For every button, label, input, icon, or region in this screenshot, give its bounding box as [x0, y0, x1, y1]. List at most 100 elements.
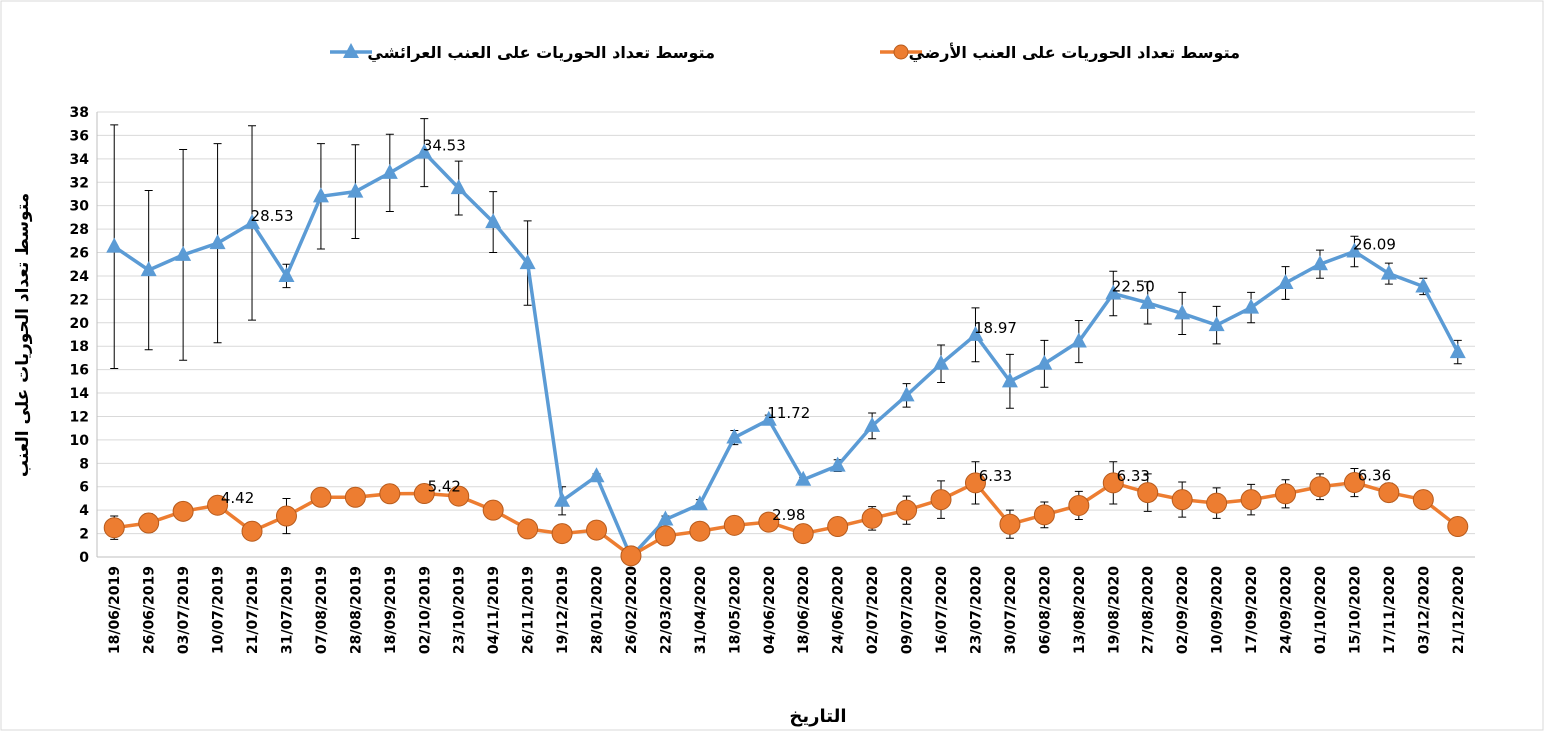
y-tick-label: 18	[70, 339, 89, 355]
legend-marker	[893, 44, 909, 60]
marker	[586, 519, 608, 541]
marker	[1240, 489, 1262, 511]
legend-label: متوسط تعداد الحوريات على العنب الأرضي	[909, 43, 1240, 63]
x-tick-label: 26/02/2020	[624, 566, 640, 654]
x-tick-label: 23/07/2020	[968, 566, 984, 654]
marker	[312, 187, 329, 203]
marker	[275, 505, 297, 527]
marker	[999, 513, 1021, 535]
x-tick-label: 18/09/2019	[383, 566, 399, 654]
y-tick-label: 14	[70, 386, 90, 402]
marker	[1380, 264, 1397, 280]
data-label: 34.53	[423, 137, 466, 155]
x-tick-label: 17/09/2020	[1244, 566, 1260, 654]
x-tick-label: 16/07/2020	[934, 566, 950, 654]
marker	[964, 472, 986, 494]
marker	[967, 325, 984, 341]
x-tick-label: 02/07/2020	[865, 566, 881, 654]
marker	[416, 143, 433, 159]
marker	[244, 213, 261, 229]
marker	[930, 489, 952, 511]
marker	[172, 500, 194, 522]
marker	[450, 179, 467, 195]
marker	[1275, 483, 1297, 505]
x-tick-label: 21/12/2020	[1451, 566, 1467, 654]
legend-label: متوسط تعداد الحوريات على العنب العرائشي	[367, 43, 715, 63]
marker	[1243, 298, 1260, 314]
marker	[448, 485, 470, 507]
data-label: 11.72	[767, 404, 810, 422]
data-label: 22.50	[1112, 278, 1155, 296]
y-tick-label: 10	[70, 433, 90, 449]
marker	[933, 354, 950, 370]
x-tick-label: 19/08/2020	[1106, 566, 1122, 654]
marker	[1311, 255, 1328, 271]
marker	[1208, 316, 1225, 332]
y-tick-label: 8	[79, 456, 89, 472]
y-tick-label: 0	[79, 550, 89, 566]
marker	[519, 254, 536, 270]
marker	[207, 494, 229, 516]
y-tick-label: 2	[79, 527, 89, 543]
x-tick-label: 07/08/2019	[314, 566, 330, 654]
marker	[898, 386, 915, 402]
marker	[1068, 494, 1090, 516]
data-label: 6.36	[1358, 467, 1391, 485]
y-tick-label: 28	[70, 222, 89, 238]
x-axis-title: التاريخ	[789, 706, 846, 727]
y-tick-label: 24	[70, 269, 90, 285]
marker	[864, 416, 881, 432]
marker	[1277, 273, 1294, 289]
x-tick-label: 24/06/2020	[831, 566, 847, 654]
marker	[691, 495, 708, 511]
marker	[140, 261, 157, 277]
marker	[1447, 516, 1469, 538]
marker	[1139, 293, 1156, 309]
x-tick-label: 21/07/2019	[245, 566, 261, 654]
marker	[1415, 277, 1432, 293]
marker	[1102, 472, 1124, 494]
marker	[1174, 304, 1191, 320]
marker	[175, 245, 192, 261]
marker	[344, 486, 366, 508]
y-tick-label: 34	[70, 152, 90, 168]
legend-item: متوسط تعداد الحوريات على العنب العرائشي	[330, 43, 715, 63]
x-tick-label: 26/06/2019	[142, 566, 158, 654]
marker	[1412, 489, 1434, 511]
data-label: 28.53	[251, 207, 294, 225]
marker	[896, 499, 918, 521]
x-tick-label: 18/05/2020	[727, 566, 743, 654]
x-tick-label: 13/08/2020	[1072, 566, 1088, 654]
marker	[723, 514, 745, 536]
marker	[103, 517, 125, 539]
marker	[827, 516, 849, 538]
marker	[310, 486, 332, 508]
marker	[482, 499, 504, 521]
marker	[1171, 489, 1193, 511]
marker	[689, 520, 711, 542]
marker	[1137, 482, 1159, 504]
x-tick-label: 02/09/2020	[1175, 566, 1191, 654]
y-tick-label: 12	[70, 409, 89, 425]
x-tick-label: 17/11/2020	[1382, 566, 1398, 654]
data-label: 5.42	[428, 478, 461, 496]
x-tick-label: 24/09/2020	[1279, 566, 1295, 654]
data-label: 4.42	[221, 489, 254, 507]
x-tick-label: 27/08/2020	[1141, 566, 1157, 654]
marker	[758, 511, 780, 533]
x-tick-label: 01/10/2020	[1313, 566, 1329, 654]
legend-item: متوسط تعداد الحوريات على العنب الأرضي	[880, 43, 1240, 63]
marker	[588, 467, 605, 483]
x-tick-label: 22/03/2020	[658, 566, 674, 654]
x-tick-label: 04/06/2020	[762, 566, 778, 654]
x-tick-label: 10/07/2019	[211, 566, 227, 654]
marker	[241, 520, 263, 542]
y-tick-label: 16	[70, 363, 89, 379]
marker	[726, 428, 743, 444]
x-tick-label: 19/12/2019	[555, 566, 571, 654]
marker	[551, 523, 573, 545]
x-tick-label: 28/08/2019	[348, 566, 364, 654]
data-label: 26.09	[1353, 235, 1396, 253]
